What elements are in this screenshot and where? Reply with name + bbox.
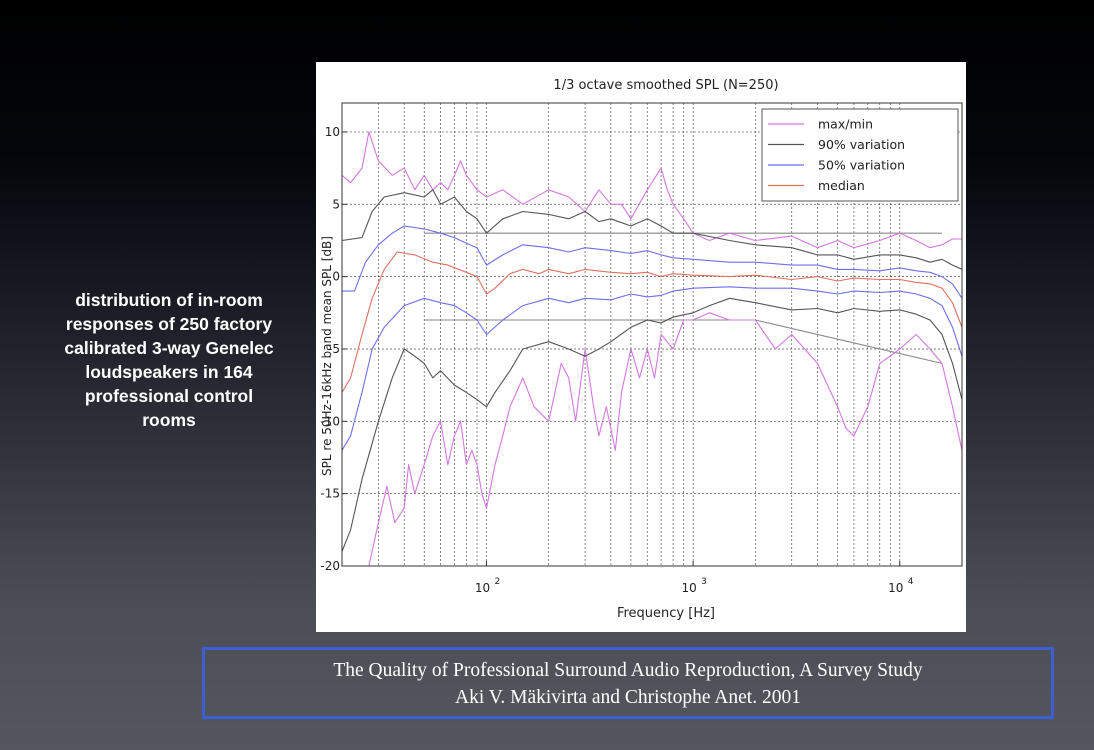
guide-line xyxy=(424,319,943,364)
y-tick-label: 10 xyxy=(325,125,340,139)
x-tick-label: 10 xyxy=(888,581,903,595)
series-90-variation xyxy=(341,189,963,270)
y-axis-label: SPL re 50Hz-16kHz band mean SPL [dB] xyxy=(320,236,334,476)
x-tick-exponent: 3 xyxy=(701,577,707,587)
series-max-min xyxy=(341,131,962,249)
y-tick-label: -20 xyxy=(320,559,340,573)
citation-authors: Aki V. Mäkivirta and Christophe Anet. 20… xyxy=(455,687,801,708)
y-tick-label: 0 xyxy=(332,270,340,284)
series-median xyxy=(341,251,963,393)
series-50-variation xyxy=(341,286,963,451)
y-tick-label: -15 xyxy=(320,487,340,501)
legend-label: 50% variation xyxy=(818,158,905,173)
legend: max/min 90% variation 50% variation median xyxy=(761,108,959,202)
x-tick-label: 10 xyxy=(475,581,490,595)
x-tick-exponent: 2 xyxy=(494,577,500,587)
y-tick-label: -5 xyxy=(328,342,340,356)
citation-box: The Quality of Professional Surround Aud… xyxy=(202,647,1054,719)
x-axis-ticks: 10 2 10 3 10 4 xyxy=(475,561,914,595)
series-90-variation xyxy=(341,297,963,552)
series-group xyxy=(341,131,963,567)
y-tick-label: 5 xyxy=(332,197,340,211)
citation-title: The Quality of Professional Surround Aud… xyxy=(333,660,923,681)
series-50-variation xyxy=(342,225,963,299)
chart-title: 1/3 octave smoothed SPL (N=250) xyxy=(553,78,778,93)
legend-label: 90% variation xyxy=(818,137,905,152)
spl-chart: 1/3 octave smoothed SPL (N=250) 10 5 0 -5 -1… xyxy=(320,78,963,621)
x-tick-exponent: 4 xyxy=(908,577,914,587)
y-axis-ticks: 10 5 0 -5 -10 -15 -20 xyxy=(320,125,347,573)
chart-panel: 1/3 octave smoothed SPL (N=250) 10 5 0 -5 -1… xyxy=(316,62,966,632)
guide-lines xyxy=(424,232,943,364)
y-tick-label: -10 xyxy=(320,414,340,428)
legend-label: median xyxy=(818,178,865,193)
x-tick-label: 10 xyxy=(681,581,696,595)
series-max-min xyxy=(368,312,963,567)
plot-frame xyxy=(341,102,963,567)
slide-caption: distribution of in-room responses of 250… xyxy=(64,290,274,430)
x-axis-label: Frequency [Hz] xyxy=(617,606,715,621)
legend-label: max/min xyxy=(818,117,873,132)
